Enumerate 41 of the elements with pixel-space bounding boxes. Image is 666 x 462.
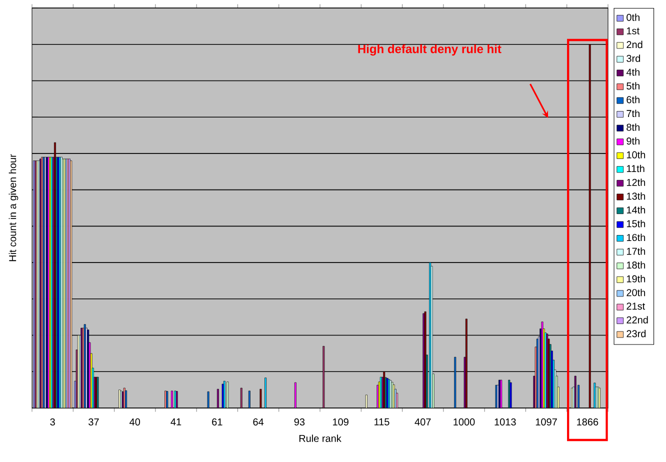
legend-label: 14th <box>626 206 646 214</box>
y-axis-title: Hit count in a given hour <box>8 154 18 262</box>
legend-label: 1st <box>626 27 640 34</box>
x-tick-label: 93 <box>294 418 305 426</box>
legend-label: 0th <box>626 14 640 21</box>
x-tick-label: 115 <box>374 418 390 426</box>
legend-label: 18th <box>626 261 646 269</box>
x-tick-label: 1000 <box>454 418 475 426</box>
x-tick-label: 1013 <box>494 418 516 426</box>
legend-label: 10th <box>626 151 646 158</box>
legend-label: 12th <box>626 178 646 186</box>
x-axis-title: Rule rank <box>299 434 342 442</box>
legend-label: 9th <box>626 137 640 145</box>
x-tick-label: 407 <box>414 418 431 426</box>
annotation: High default deny rule hit <box>358 44 502 56</box>
x-tick-label: 41 <box>170 418 182 426</box>
x-tick-label: 109 <box>332 418 348 426</box>
legend-label: 6th <box>626 96 640 104</box>
x-tick-label: 40 <box>130 418 140 426</box>
legend-label: 3rd <box>626 54 640 62</box>
legend-label: 8th <box>626 123 640 131</box>
legend-label: 15th <box>626 220 646 228</box>
legend-label: 11th <box>626 164 644 172</box>
legend-label: 5th <box>626 82 640 90</box>
legend-label: 23rd <box>626 330 646 338</box>
legend-label: 2nd <box>626 40 642 48</box>
legend-label: 19th <box>626 275 646 282</box>
legend-label: 4th <box>626 68 640 76</box>
x-tick-label: 64 <box>253 418 264 426</box>
legend-label: 20th <box>626 288 646 296</box>
x-tick-label: 61 <box>212 418 222 426</box>
legend-label: 16th <box>626 234 646 242</box>
x-tick-label: 37 <box>88 418 99 426</box>
legend-label: 17th <box>626 247 646 255</box>
legend-label: 21st <box>626 302 646 310</box>
x-tick-label: 1866 <box>577 418 598 426</box>
legend-label: 22nd <box>626 316 648 324</box>
legend-label: 7th <box>626 110 640 118</box>
x-tick-label: 3 <box>50 418 55 426</box>
x-tick-label: 1097 <box>536 418 557 426</box>
legend-label: 13th <box>626 192 646 200</box>
